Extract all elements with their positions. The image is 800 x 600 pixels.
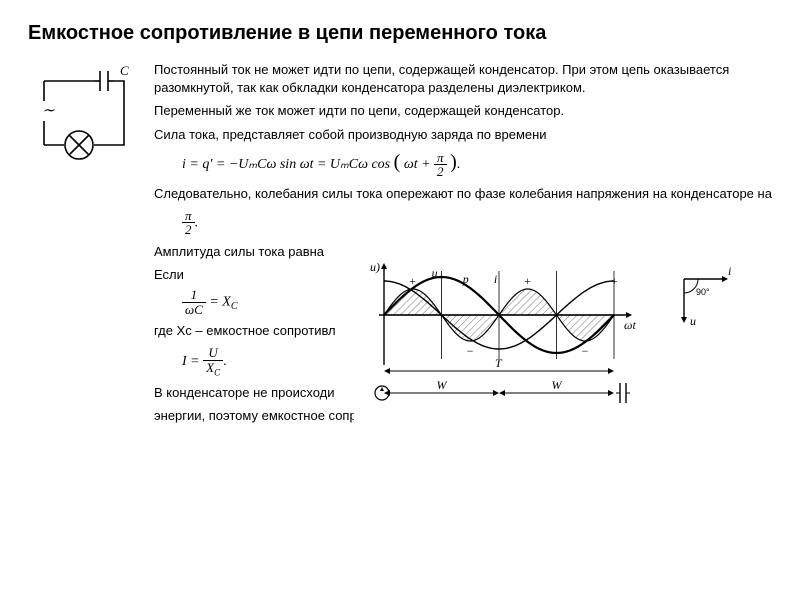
I-left: I = — [182, 354, 203, 369]
svg-text:p: p — [462, 272, 469, 286]
formula-current-lhs: i = q′ = −UₘCω sin ωt = UₘCω cos — [182, 157, 390, 172]
para-6pre: Если — [154, 267, 184, 282]
svg-text:90°: 90° — [696, 287, 710, 297]
svg-text:ωt: ωt — [624, 318, 636, 332]
page-title: Емкостное сопротивление в цепи переменно… — [28, 20, 772, 47]
svg-text:W: W — [552, 378, 563, 392]
I-den: X — [206, 360, 214, 375]
pi2-num: π — [182, 209, 195, 224]
svg-text:i: i — [728, 264, 731, 278]
svg-text:u): u) — [370, 260, 380, 274]
para-3: Сила тока, представляет собой производну… — [154, 126, 772, 144]
frac-den: 2 — [434, 165, 447, 179]
xc-num: 1 — [182, 288, 206, 303]
svg-text:u: u — [432, 266, 438, 280]
svg-text:i: i — [494, 272, 497, 286]
svg-text:−: − — [467, 344, 474, 358]
content: Постоянный ток не может идти по цепи, со… — [154, 61, 772, 431]
svg-text:−: − — [582, 344, 589, 358]
svg-text:+: + — [524, 274, 531, 288]
formula-pi2: π 2 . — [182, 209, 772, 237]
wave-diagram-group: u)ωt+−+−+uipTWWiu90° — [354, 255, 734, 425]
label-c: C — [120, 63, 129, 78]
svg-text:W: W — [437, 378, 448, 392]
I-den-sub: C — [214, 367, 220, 377]
para-1: Постоянный ток не может идти по цепи, со… — [154, 61, 772, 96]
frac-num: π — [434, 151, 447, 166]
ac-symbol: ∼ — [42, 103, 55, 119]
xc-eq: = X — [209, 294, 231, 309]
para-2: Переменный же ток может идти по цепи, со… — [154, 102, 772, 120]
xc-sub: C — [231, 301, 238, 312]
formula-current: i = q′ = −UₘCω sin ωt = UₘCω cos ( ωt + … — [182, 149, 772, 179]
svg-text:T: T — [495, 356, 503, 370]
pi2-den: 2 — [182, 223, 195, 237]
I-num: U — [203, 346, 223, 361]
circuit-diagram: ∼ C — [28, 61, 138, 431]
para-4: Следовательно, колебания силы тока опере… — [154, 185, 772, 203]
formula-cos-arg: ωt + — [404, 157, 431, 172]
xc-den: ωC — [182, 303, 206, 317]
svg-text:u: u — [690, 314, 696, 328]
